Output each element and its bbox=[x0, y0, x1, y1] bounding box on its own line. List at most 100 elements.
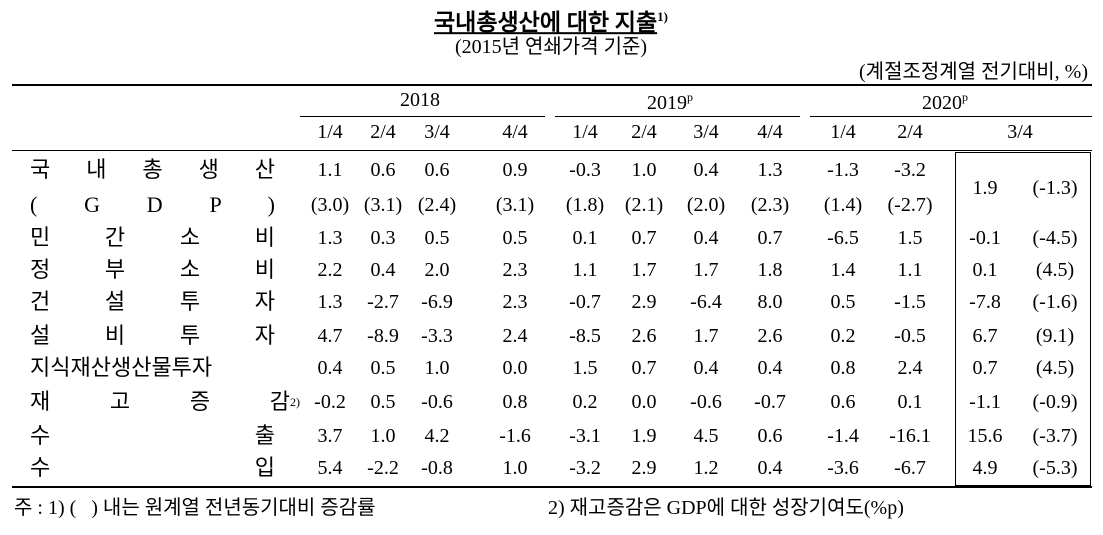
cell: 0.2 bbox=[830, 325, 856, 347]
cell: 1.0 bbox=[370, 425, 396, 447]
unit: (계절조정계열 전기대비, %) bbox=[859, 61, 1088, 83]
cell: -6.7 bbox=[894, 457, 926, 479]
cell: 1.1 bbox=[572, 259, 598, 281]
cell: (3.1) bbox=[495, 194, 535, 216]
cell: (-2.7) bbox=[887, 194, 933, 216]
cell: 0.3 bbox=[370, 227, 396, 249]
year-rule bbox=[555, 116, 800, 117]
cell: -0.7 bbox=[569, 291, 601, 313]
cell: 1.9 bbox=[972, 177, 998, 199]
cell: 0.7 bbox=[757, 227, 783, 249]
cell: (1.4) bbox=[823, 194, 863, 216]
quarter-label: 1/4 bbox=[317, 121, 343, 143]
cell: 0.6 bbox=[424, 159, 450, 181]
year-mark: p bbox=[962, 90, 968, 105]
title: 국내총생산에 대한 지출 bbox=[434, 9, 658, 35]
cell: 2.6 bbox=[631, 325, 657, 347]
cell: 0.1 bbox=[572, 227, 598, 249]
cell: -8.9 bbox=[367, 325, 399, 347]
row-label: 건 설 투 자 bbox=[30, 289, 275, 314]
cell: 0.5 bbox=[830, 291, 856, 313]
cell: 1.3 bbox=[757, 159, 783, 181]
cell: -0.7 bbox=[754, 391, 786, 413]
cell: 0.4 bbox=[693, 159, 719, 181]
row-label-wrap: 수 입 bbox=[30, 456, 275, 480]
cell: 4.5 bbox=[693, 425, 719, 447]
cell: -0.6 bbox=[690, 391, 722, 413]
cell: 0.4 bbox=[757, 357, 783, 379]
row-label-wrap: 설 비 투 자 bbox=[30, 324, 275, 348]
cell: 0.1 bbox=[972, 259, 998, 281]
row-label-wrap: 재 고 증 감 2) bbox=[30, 390, 300, 414]
cell: -0.5 bbox=[894, 325, 926, 347]
cell: (-1.6) bbox=[1032, 291, 1078, 313]
cell: 2.9 bbox=[631, 457, 657, 479]
cell: 2.0 bbox=[424, 259, 450, 281]
cell: 2.6 bbox=[757, 325, 783, 347]
year-rule bbox=[300, 116, 545, 117]
quarter-label: 1/4 bbox=[830, 121, 856, 143]
cell: -6.9 bbox=[421, 291, 453, 313]
cell: 15.6 bbox=[967, 425, 1003, 447]
cell: 0.0 bbox=[502, 357, 528, 379]
cell: -1.4 bbox=[827, 425, 859, 447]
cell: 0.9 bbox=[502, 159, 528, 181]
title-wrap: 국내총생산에 대한 지출1) bbox=[434, 5, 668, 35]
cell: 4.7 bbox=[317, 325, 343, 347]
cell: 0.4 bbox=[757, 457, 783, 479]
cell: 1.4 bbox=[830, 259, 856, 281]
cell: (-1.3) bbox=[1032, 177, 1078, 199]
row-label-wrap: 민 간 소 비 bbox=[30, 226, 275, 250]
row-label: 국 내 총 생 산 bbox=[30, 157, 275, 182]
cell: -0.3 bbox=[569, 159, 601, 181]
row-label-wrap: 정 부 소 비 bbox=[30, 258, 275, 282]
cell: 0.0 bbox=[631, 391, 657, 413]
cell: -3.1 bbox=[569, 425, 601, 447]
cell: 1.3 bbox=[317, 291, 343, 313]
cell: -7.8 bbox=[969, 291, 1001, 313]
cell: (1.8) bbox=[565, 194, 605, 216]
year-mark: p bbox=[687, 90, 693, 105]
cell: 1.0 bbox=[631, 159, 657, 181]
row-label: 수 출 bbox=[30, 423, 275, 448]
cell: (-4.5) bbox=[1032, 227, 1078, 249]
cell: -3.2 bbox=[894, 159, 926, 181]
quarter-label: 2/4 bbox=[370, 121, 396, 143]
cell: 1.7 bbox=[631, 259, 657, 281]
cell: 0.8 bbox=[502, 391, 528, 413]
cell: 4.2 bbox=[424, 425, 450, 447]
top-rule bbox=[12, 84, 1092, 86]
header-rule bbox=[12, 150, 1092, 151]
quarter-label: 3/4 bbox=[1007, 121, 1033, 143]
cell: 1.5 bbox=[897, 227, 923, 249]
cell: 0.4 bbox=[693, 357, 719, 379]
cell: 0.8 bbox=[830, 357, 856, 379]
quarter-label: 3/4 bbox=[424, 121, 450, 143]
cell: (-5.3) bbox=[1032, 457, 1078, 479]
row-label: 재 고 증 감 bbox=[30, 389, 290, 414]
title-note: 1) bbox=[657, 9, 668, 25]
cell: 0.1 bbox=[897, 391, 923, 413]
cell: 0.4 bbox=[370, 259, 396, 281]
cell: -3.2 bbox=[569, 457, 601, 479]
cell: 0.5 bbox=[502, 227, 528, 249]
row-note: 2) bbox=[290, 395, 300, 409]
cell: 4.9 bbox=[972, 457, 998, 479]
cell: -0.2 bbox=[314, 391, 346, 413]
cell: -2.2 bbox=[367, 457, 399, 479]
cell: 0.6 bbox=[757, 425, 783, 447]
cell: -6.4 bbox=[690, 291, 722, 313]
cell: 0.5 bbox=[370, 391, 396, 413]
cell: 2.4 bbox=[502, 325, 528, 347]
cell: -1.6 bbox=[499, 425, 531, 447]
cell: 0.7 bbox=[631, 227, 657, 249]
cell: (3.0) bbox=[310, 194, 350, 216]
cell: (4.5) bbox=[1035, 259, 1075, 281]
cell: (4.5) bbox=[1035, 357, 1075, 379]
cell: 2.4 bbox=[897, 357, 923, 379]
highlight-box bbox=[955, 152, 1091, 486]
row-label: 민 간 소 비 bbox=[30, 225, 275, 250]
cell: (2.1) bbox=[624, 194, 664, 216]
cell: 0.5 bbox=[424, 227, 450, 249]
cell: -8.5 bbox=[569, 325, 601, 347]
